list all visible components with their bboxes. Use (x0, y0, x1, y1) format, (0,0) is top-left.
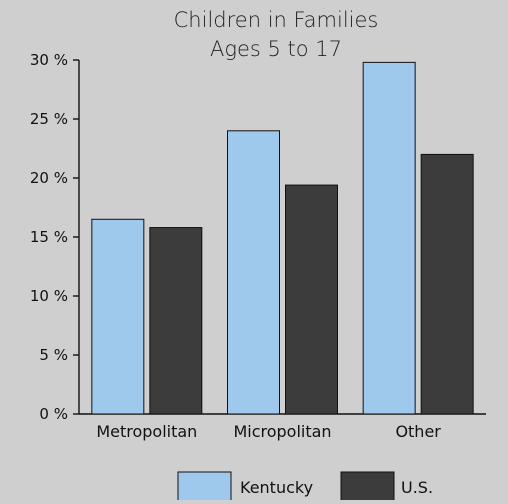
x-tick-label: Micropolitan (233, 422, 331, 441)
bar-kentucky-other (362, 61, 416, 415)
plot-area: 0 %5 %10 %15 %20 %25 %30 % Metropolitan M… (30, 51, 486, 441)
legend-label: Kentucky (240, 478, 313, 497)
y-tick-label: 25 % (30, 110, 68, 128)
bar-u-s-other (420, 153, 474, 415)
y-tick-label: 0 % (39, 405, 68, 423)
legend-label: U.S. (401, 478, 433, 497)
x-tick-label: Metropolitan (96, 422, 197, 441)
legend-swatch (340, 471, 395, 503)
chart-title: Children in Families (174, 8, 379, 32)
x-tick-label: Other (395, 422, 441, 441)
legend-swatch (177, 471, 232, 503)
x-axis-labels: Metropolitan Micropolitan Other (96, 422, 441, 441)
bar-kentucky-micropolitan (227, 130, 280, 415)
bar-u-s-micropolitan (285, 184, 338, 415)
y-tick-label: 5 % (39, 346, 68, 364)
chart-subtitle: Ages 5 to 17 (210, 37, 342, 61)
y-axis-ticks: 0 % 5 % 10 % 15 % 20 % 25 % 30 % (30, 51, 79, 423)
bar-u-s-metropolitan (149, 227, 203, 415)
y-tick-label: 10 % (30, 287, 68, 305)
y-tick-label: 15 % (30, 228, 68, 246)
bar-kentucky-metropolitan (91, 218, 145, 415)
y-tick-label: 20 % (30, 169, 68, 187)
bars (91, 61, 474, 415)
y-tick-label: 30 % (30, 51, 68, 69)
legend: Kentucky U.S. (177, 471, 433, 503)
